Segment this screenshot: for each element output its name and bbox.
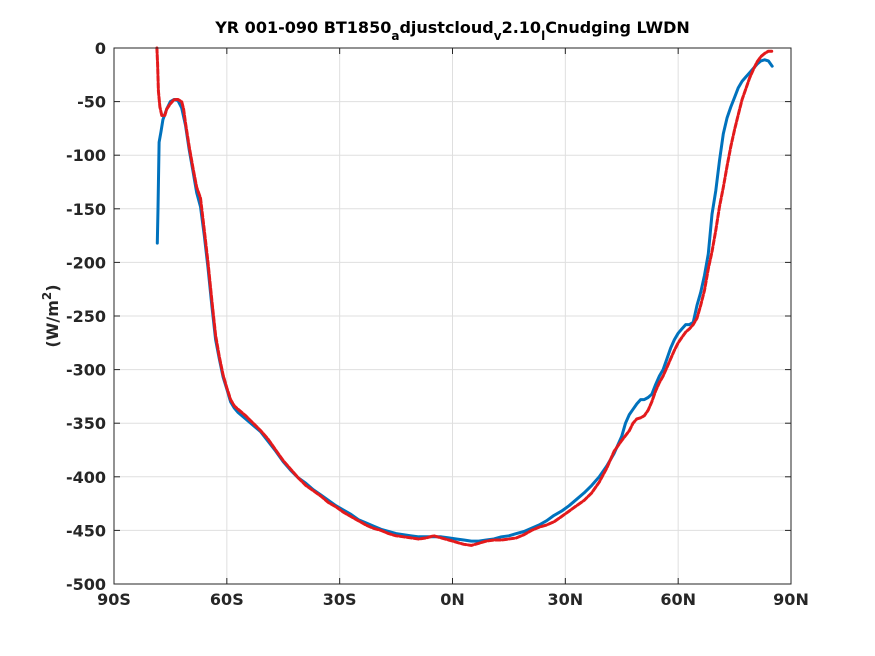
x-tick-label: 30S [323, 590, 357, 609]
y-tick-label: -150 [66, 200, 106, 219]
y-tick-label: -250 [66, 307, 106, 326]
x-tick-label: 60S [210, 590, 244, 609]
x-tick-label: 30N [548, 590, 584, 609]
x-axis-ticks: 90S 60S 30S 0N 30N 60N 90N [97, 48, 809, 609]
y-tick-label: -350 [66, 414, 106, 433]
x-tick-label: 90S [97, 590, 131, 609]
y-tick-label: -400 [66, 468, 106, 487]
y-tick-label: -50 [77, 93, 106, 112]
y-tick-label: -450 [66, 521, 106, 540]
y-tick-label: -500 [66, 575, 106, 594]
y-tick-label: -100 [66, 146, 106, 165]
x-tick-label: 90N [773, 590, 809, 609]
y-tick-label: 0 [95, 39, 106, 58]
series-line-2 [155, 46, 774, 547]
y-tick-label: -300 [66, 361, 106, 380]
series-group [155, 46, 774, 547]
y-axis-label: (W/m2) [40, 284, 62, 347]
y-tick-label: -200 [66, 253, 106, 272]
x-tick-label: 60N [660, 590, 696, 609]
chart-title: YR 001-090 BT1850adjustcloudv2.10lCnudgi… [214, 18, 690, 43]
y-axis-ticks: 0 -50 -100 -150 -200 -250 -300 -350 -400 -450 -500 [66, 39, 791, 594]
x-tick-label: 0N [440, 590, 465, 609]
